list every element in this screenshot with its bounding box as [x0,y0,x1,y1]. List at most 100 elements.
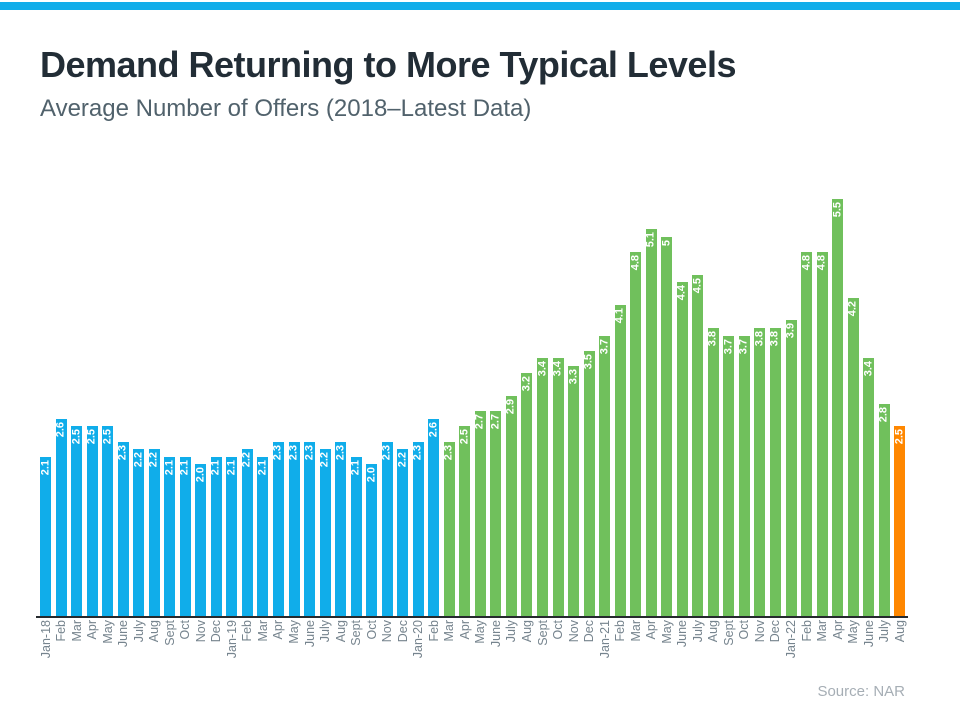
bar-value-label: 4.1 [613,308,626,324]
x-axis-label: Jan-21 [597,620,612,659]
bar-value-label: 2.1 [39,460,51,476]
x-axis-label: June [115,620,130,648]
x-axis-label: Feb [612,620,627,642]
bar-value-label: 4.4 [675,285,688,301]
x-axis-label-cell: Apr [830,620,845,672]
bar-value-label: 3.7 [722,339,735,355]
x-axis-label: Apr [271,620,286,640]
bar: 4.2 [847,298,859,616]
bar: 4.8 [629,252,642,616]
x-axis-label: Aug [706,620,721,643]
bar-chart-plot-area: 2.1 2.6 2.5 2.5 2.5 2.3 2.2 2.2 2.1 2.1 2.0 2.1 2.1 2… [39,196,906,616]
bar: 4.4 [675,282,688,616]
x-axis-label-cell: Aug [333,620,347,672]
x-axis-label-cell: Jan-21 [597,620,612,672]
bar: 2.2 [132,449,145,616]
x-axis-label: June [488,620,503,648]
bar-value-label: 2.2 [396,452,409,468]
x-axis-label-cell: July [691,620,705,672]
x-axis-label-cell: Mar [628,620,643,672]
x-axis-label: Dec [209,620,224,643]
x-axis-label-cell: Dec [209,620,224,672]
bar-value-label: 2.3 [411,445,424,461]
x-axis-label: Apr [643,620,658,640]
x-axis-label: Nov [566,620,581,643]
bar-value-label: 2.3 [334,445,347,461]
bar-value-label: 2.3 [287,445,300,461]
bar: 3.4 [862,358,875,616]
bar-value-label: 2.5 [101,429,114,445]
bar: 4.8 [800,252,813,616]
bar-value-label: 2.7 [489,414,502,430]
x-axis-label: Aug [146,620,161,643]
x-axis-label: Sept [348,620,363,646]
bar: 5 [660,237,673,616]
x-axis-label: Mar [814,620,829,642]
x-axis-label: Nov [379,620,394,643]
x-axis-label: May [473,620,488,644]
x-axis-label-cell: Sept [162,620,177,672]
bar: 3.8 [753,328,766,616]
x-axis-label: Jan-20 [411,620,425,659]
bar-value-label: 4.8 [629,255,642,271]
bar: 5.1 [645,229,657,616]
bar-value-label: 3.5 [582,354,595,370]
bar-value-label: 2.1 [209,460,222,476]
bar-value-label: 4.5 [691,278,704,294]
x-axis-label-cell: Apr [271,620,286,672]
x-axis-label-cell: May [473,620,488,672]
bar-value-label: 2.3 [442,445,455,461]
x-axis-label: Mar [69,620,84,642]
x-axis-label: Nov [752,620,767,643]
x-axis-label-cell: Mar [442,620,457,672]
x-axis-label-cell: Mar [69,620,84,672]
bar: 2.6 [427,419,440,616]
bar-value-label: 2.2 [147,452,160,468]
x-axis-label-cell: Oct [364,620,378,672]
x-axis-label: May [845,620,860,644]
bar-value-label: 2.2 [132,452,145,468]
x-axis-label-cell: Aug [146,620,161,672]
bar-value-label: 2.3 [271,445,284,461]
x-axis-line [36,616,908,618]
bar: 3.8 [707,328,719,616]
bar: 2.7 [474,411,486,616]
x-axis-label-cell: July [504,620,518,672]
bar-value-label: 4.8 [800,255,813,271]
x-axis-label: Apr [830,620,845,640]
bar-value-label: 2.3 [380,445,393,461]
x-axis-label: Mar [442,620,457,642]
bar: 2.1 [179,457,191,616]
x-axis-label: Oct [550,620,565,640]
x-axis-label: Mar [628,620,643,642]
bar: 2.3 [411,442,424,616]
x-axis-label-cell: July [131,620,145,672]
bar: 2.0 [194,464,207,616]
bar: 2.3 [334,442,347,616]
bar: 2.1 [350,457,362,616]
bar-value-label: 2.5 [458,429,471,445]
x-axis-label: Apr [84,620,99,640]
x-axis-label: May [100,620,115,644]
x-axis-label: Jan-19 [224,620,239,659]
bar-value-label: 2.1 [163,460,176,476]
x-axis-label-cell: Dec [395,620,409,672]
x-axis-label: Sept [721,620,736,646]
bar: 5.5 [831,199,844,616]
x-axis-label-cell: May [100,620,115,672]
bar: 2.3 [303,442,316,616]
bar: 2.5 [70,426,83,616]
x-axis-label: Sept [162,620,177,646]
x-axis-label: July [317,620,332,643]
bar: 2.7 [489,411,502,616]
bar: 2.0 [365,464,378,616]
x-axis-label-cell: June [675,620,689,672]
x-axis-label: Dec [581,620,596,643]
x-axis-label-cell: Apr [84,620,99,672]
x-axis-label: Aug [892,620,907,643]
header-accent-strip [0,2,960,10]
x-axis-label: Oct [737,620,752,640]
x-axis-label-cell: June [861,620,875,672]
x-axis-label-cell: Nov [566,620,581,672]
bar-value-label: 3.9 [784,323,797,339]
